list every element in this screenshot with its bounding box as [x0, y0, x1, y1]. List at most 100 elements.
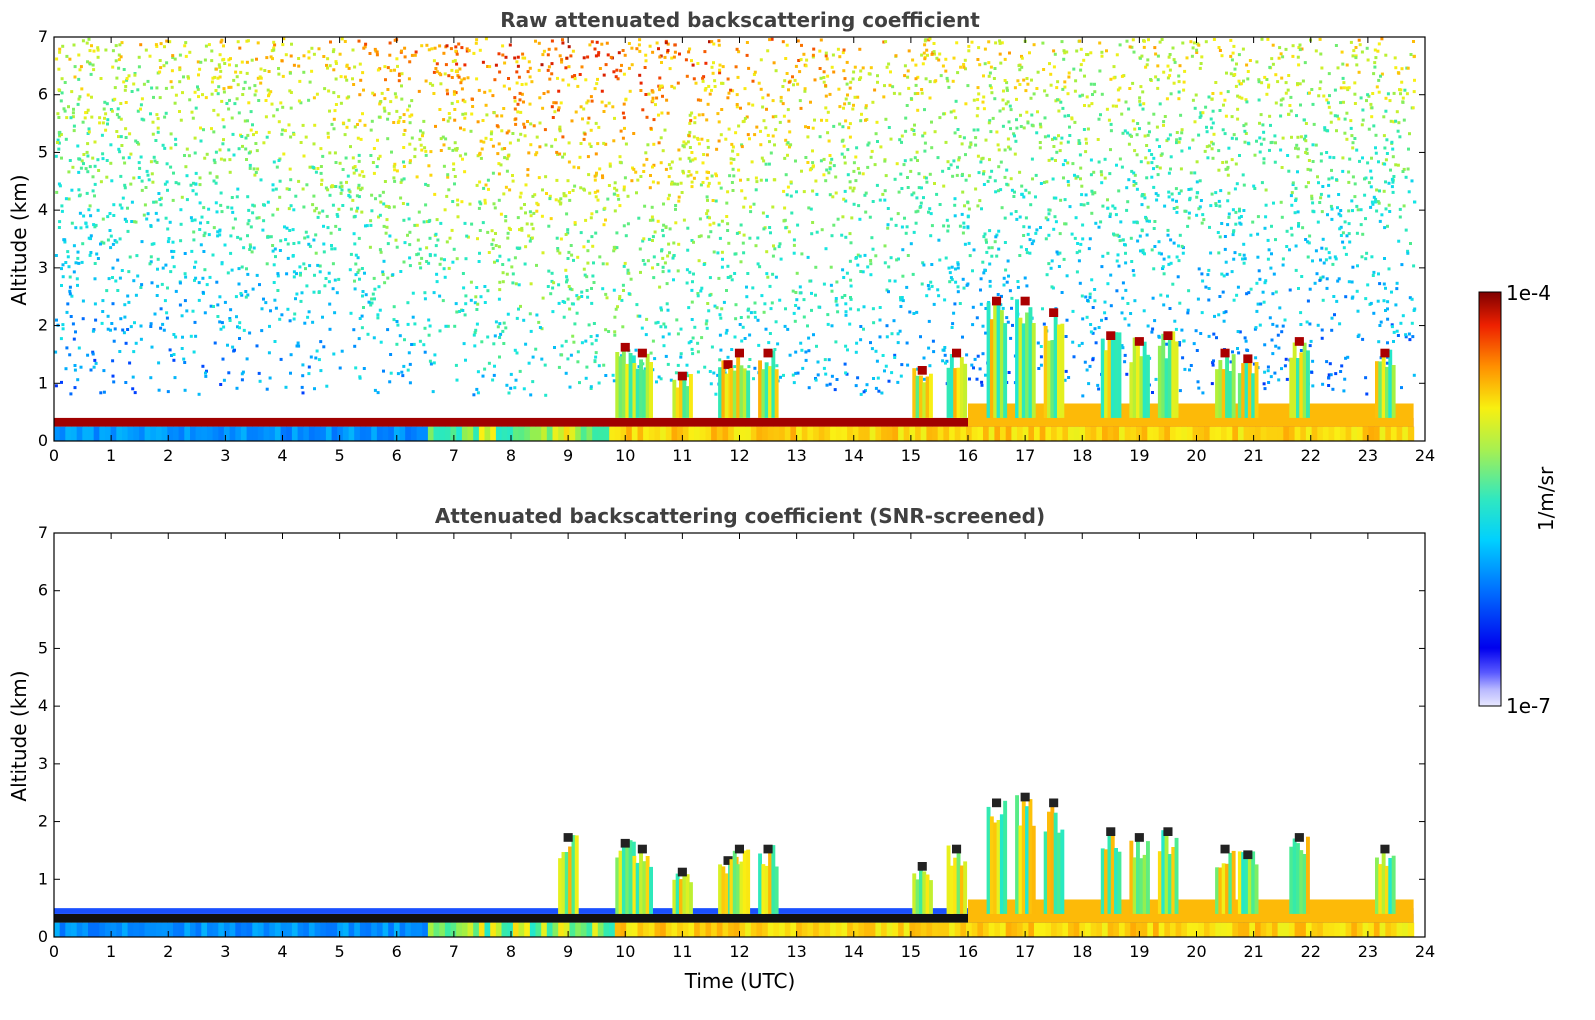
noise-pixel — [137, 161, 141, 165]
noise-pixel — [1321, 275, 1325, 279]
noise-pixel — [774, 69, 778, 73]
noise-pixel — [1353, 102, 1357, 105]
noise-pixel — [204, 371, 207, 375]
noise-pixel — [66, 255, 70, 259]
noise-pixel — [289, 91, 293, 94]
noise-pixel — [800, 169, 803, 173]
noise-pixel — [689, 159, 693, 163]
noise-pixel — [900, 187, 904, 190]
noise-pixel — [824, 372, 828, 376]
noise-pixel — [822, 282, 826, 286]
noise-pixel — [340, 184, 344, 188]
noise-pixel — [274, 255, 277, 259]
noise-pixel — [1194, 329, 1198, 333]
noise-pixel — [589, 387, 593, 390]
noise-pixel — [185, 147, 189, 151]
noise-pixel — [782, 114, 786, 118]
noise-pixel — [1209, 251, 1213, 255]
noise-pixel — [567, 45, 571, 49]
noise-pixel — [378, 248, 382, 252]
noise-pixel — [523, 56, 527, 60]
noise-pixel — [547, 65, 551, 69]
noise-pixel — [439, 149, 443, 152]
noise-pixel — [1135, 187, 1139, 191]
noise-pixel — [1321, 382, 1325, 386]
noise-pixel — [717, 181, 721, 185]
noise-pixel — [222, 138, 225, 142]
noise-pixel — [377, 157, 380, 161]
noise-pixel — [545, 192, 548, 195]
noise-pixel — [790, 211, 794, 215]
noise-pixel — [976, 204, 980, 208]
noise-pixel — [537, 320, 541, 324]
noise-pixel — [752, 202, 756, 206]
noise-pixel — [82, 162, 85, 166]
noise-pixel — [909, 169, 913, 173]
noise-pixel — [456, 198, 460, 202]
noise-pixel — [1052, 49, 1056, 53]
noise-pixel — [1358, 43, 1362, 47]
noise-pixel — [74, 226, 78, 230]
noise-pixel — [680, 191, 684, 194]
noise-pixel — [118, 150, 122, 154]
noise-pixel — [899, 296, 902, 300]
noise-pixel — [668, 251, 671, 255]
noise-pixel — [1253, 187, 1257, 190]
noise-pixel — [156, 117, 160, 121]
noise-pixel — [648, 218, 652, 222]
noise-pixel — [205, 283, 209, 287]
noise-pixel — [1154, 52, 1158, 56]
noise-pixel — [1373, 200, 1377, 204]
noise-pixel — [261, 228, 265, 232]
noise-pixel — [664, 167, 668, 171]
noise-pixel — [889, 217, 893, 221]
noise-pixel — [751, 286, 755, 290]
noise-pixel — [535, 313, 539, 317]
noise-pixel — [956, 261, 960, 265]
noise-pixel — [459, 81, 463, 85]
noise-pixel — [830, 157, 834, 161]
noise-pixel — [212, 108, 216, 112]
noise-pixel — [882, 40, 886, 44]
noise-pixel — [584, 78, 588, 82]
noise-pixel — [535, 135, 539, 139]
noise-pixel — [874, 349, 878, 353]
noise-pixel — [843, 155, 846, 159]
noise-pixel — [964, 67, 967, 71]
noise-pixel — [1129, 312, 1133, 315]
noise-pixel — [403, 128, 407, 132]
noise-pixel — [721, 81, 725, 85]
noise-pixel — [916, 108, 920, 112]
noise-pixel — [126, 294, 130, 298]
noise-pixel — [1239, 82, 1243, 86]
noise-pixel — [1393, 56, 1397, 60]
noise-pixel — [1303, 61, 1307, 65]
noise-pixel — [742, 205, 746, 209]
noise-pixel — [837, 87, 841, 91]
noise-pixel — [627, 66, 631, 70]
noise-pixel — [770, 301, 774, 305]
noise-pixel — [551, 310, 555, 314]
noise-pixel — [843, 161, 847, 165]
noise-pixel — [153, 312, 157, 316]
noise-pixel — [747, 102, 751, 106]
noise-pixel — [180, 314, 184, 318]
noise-pixel — [725, 289, 728, 292]
noise-pixel — [1390, 185, 1394, 189]
noise-pixel — [1210, 126, 1214, 130]
noise-pixel — [1220, 272, 1224, 276]
noise-pixel — [616, 77, 620, 81]
noise-pixel — [802, 298, 806, 302]
noise-pixel — [70, 294, 74, 298]
noise-pixel — [550, 144, 554, 148]
noise-pixel — [718, 313, 722, 317]
noise-pixel — [1269, 266, 1273, 270]
noise-pixel — [594, 231, 598, 235]
noise-pixel — [1118, 86, 1122, 90]
noise-pixel — [1173, 60, 1177, 64]
noise-pixel — [734, 303, 738, 307]
noise-pixel — [132, 350, 136, 354]
noise-pixel — [561, 38, 564, 42]
noise-pixel — [1383, 162, 1387, 166]
noise-pixel — [872, 377, 875, 380]
